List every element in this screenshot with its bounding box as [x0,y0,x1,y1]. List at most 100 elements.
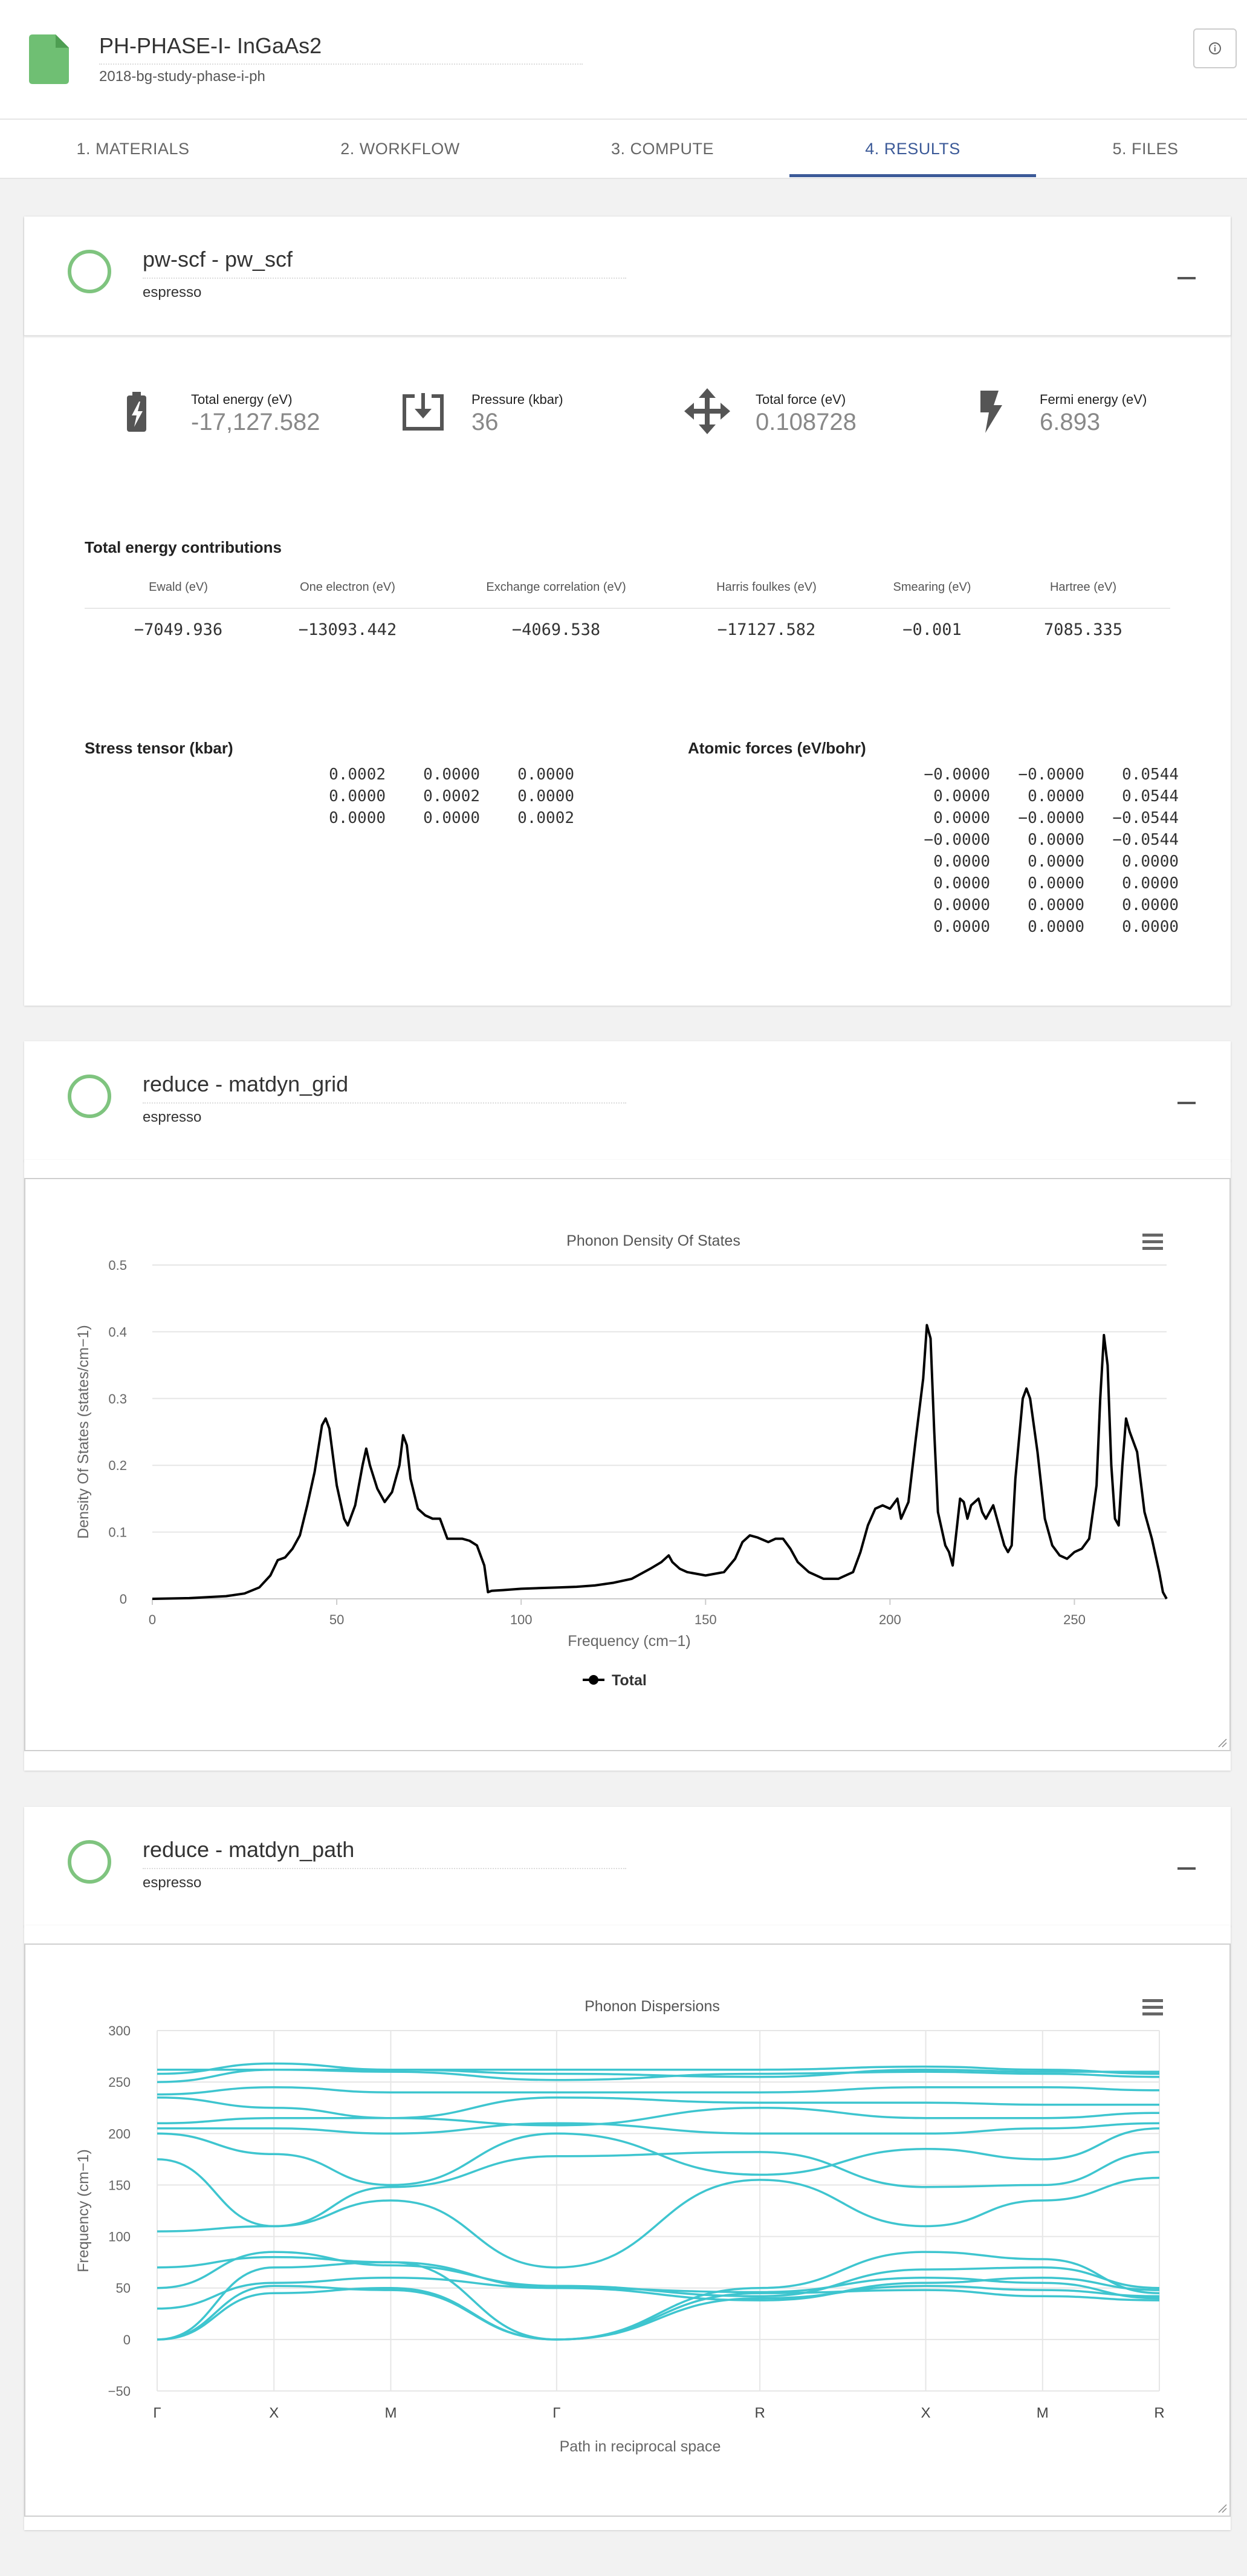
active-tab-indicator [789,174,1036,177]
matrix-cell: 0.0000 [933,896,990,914]
dos-chart: 0 0.1 0.2 0.3 0.4 0.5 0 50 100 150 200 250 Phonon De… [75,1232,1168,1689]
x-tick-label: Γ [552,2405,560,2421]
stat-label: Fermi energy (eV) [1040,392,1147,407]
x-axis-label: Frequency (cm−1) [568,1633,691,1650]
tab-compute[interactable]: 3. COMPUTE [611,139,714,158]
chart-menu-icon[interactable] [1142,1999,1163,2016]
table-cell: −4069.538 [511,620,601,639]
matrix-cell: −0.0000 [924,766,990,784]
atomic-forces-title: Atomic forces (eV/bohr) [688,739,866,757]
x-tick-label: M [384,2405,397,2421]
status-ring-icon [68,1840,111,1884]
table-header: One electron (eV) [300,581,395,594]
status-ring-icon [68,250,111,293]
legend-label-total: Total [612,1672,647,1689]
chart-menu-icon[interactable] [1142,1234,1163,1251]
y-axis-label: Density Of States (states/cm−1) [75,1325,92,1539]
matrix-cell: 0.0000 [1028,874,1084,893]
info-button[interactable] [1193,28,1237,68]
chart-title: Phonon Dispersions [585,1998,720,2015]
dispersion-branch-3 [157,2251,1160,2341]
matrix-cell: 0.0000 [517,766,574,784]
y-tick-label: 0.3 [108,1391,127,1407]
y-tick-label: 0 [123,2332,131,2347]
dispersion-branch-9 [157,2127,1160,2187]
dispersion-branch-16 [157,2068,1159,2078]
job-title[interactable]: PH-PHASE-I- InGaAs2 [99,33,322,58]
matrix-cell: 0.0000 [1122,918,1179,936]
y-tick-label: 0.5 [108,1258,127,1273]
matrix-cell: −0.0000 [1018,809,1084,827]
x-tick-label: R [754,2405,765,2421]
matrix-cell: 0.0000 [329,787,386,805]
dispersion-branch-12 [157,2096,1159,2119]
y-tick-label: 0.2 [108,1458,127,1473]
resize-handle-icon[interactable] [1217,1738,1227,1748]
series-line-total [152,1324,1168,1600]
tab-bar: 1. MATERIALS 2. WORKFLOW 3. COMPUTE 4. R… [0,120,1247,179]
dispersion-chart: −50 0 50 100 150 200 250 300 Γ X M Γ R X M R Phonon Disp… [75,1998,1165,2455]
dispersion-branch-13 [157,2086,1160,2096]
dispersion-branch-2 [157,2285,1160,2341]
x-axis-label: Path in reciprocal space [560,2438,721,2455]
table-header: Ewald (eV) [149,581,208,594]
matrix-cell: 0.0002 [517,809,574,827]
stat-total-force: Total force (eV) 0.108728 [683,387,949,447]
collapse-icon[interactable] [1177,1102,1196,1104]
energy-contributions-title: Total energy contributions [85,538,282,556]
unit-card-pw-scf [24,216,1231,1006]
x-tick-label: 100 [510,1612,533,1627]
y-tick-label: 250 [108,2075,131,2090]
matrix-cell: 0.0000 [423,809,480,827]
matrix-cell: 0.0000 [1028,896,1084,914]
stat-label: Total energy (eV) [191,392,293,407]
matrix-cell: −0.0000 [924,831,990,849]
matrix-cell: 0.0000 [1028,853,1084,871]
battery-charging-icon [127,392,146,432]
stat-value: 36 [471,409,499,435]
stat-pressure: Pressure (kbar) 36 [399,387,665,447]
y-tick-label: 50 [116,2281,131,2296]
x-tick-label: 50 [329,1612,344,1627]
collapse-icon[interactable] [1177,1867,1196,1870]
y-tick-label: 150 [108,2178,131,2193]
resize-handle-icon[interactable] [1217,2503,1227,2513]
matrix-cell: 0.0000 [933,874,990,893]
table-cell: −7049.936 [134,620,223,639]
unit-header-matdyn-path[interactable]: reduce - matdyn_path espresso [24,1807,1231,1927]
matrix-cell: 0.0000 [1028,831,1084,849]
legend-marker [589,1675,598,1685]
info-circle-icon [1209,42,1221,54]
tab-results[interactable]: 4. RESULTS [865,139,960,158]
tab-workflow[interactable]: 2. WORKFLOW [340,139,460,158]
y-tick-label: 300 [108,2023,131,2038]
dispersion-branch-11 [157,2106,1160,2127]
y-tick-label: 0 [120,1592,127,1607]
unit-title: pw-scf - pw_scf [143,247,293,272]
y-tick-label: 200 [108,2126,131,2141]
stat-value: 0.108728 [756,409,857,435]
unit-header-matdyn-grid[interactable]: reduce - matdyn_grid espresso [24,1041,1231,1161]
table-header: Exchange correlation (eV) [486,581,626,594]
unit-header-pw-scf[interactable]: pw-scf - pw_scf espresso [24,216,1231,336]
title-underline [99,63,583,65]
matrix-cell: 0.0000 [517,787,574,805]
matrix-cell: 0.0000 [1028,918,1084,936]
dos-chart-card: 0 0.1 0.2 0.3 0.4 0.5 0 50 100 150 200 250 Phonon De… [24,1178,1231,1751]
x-tick-label: X [269,2405,279,2421]
collapse-icon[interactable] [1177,277,1196,279]
y-axis-label: Frequency (cm−1) [75,2149,92,2272]
tab-materials[interactable]: 1. MATERIALS [76,139,190,158]
stat-value: -17,127.582 [191,409,320,435]
stat-fermi-energy: Fermi energy (eV) 6.893 [967,387,1233,447]
x-tick-label: 150 [695,1612,717,1627]
matrix-cell: 0.0000 [1122,874,1179,893]
dispersion-branch-1 [157,2286,1160,2341]
table-header: Harris foulkes (eV) [716,581,817,594]
x-tick-label: 0 [149,1612,156,1627]
unit-title-underline [143,278,626,279]
table-cell: 7085.335 [1043,620,1123,639]
tab-files[interactable]: 5. FILES [1112,139,1179,158]
matrix-cell: −0.0544 [1112,831,1179,849]
chart-title: Phonon Density Of States [566,1232,740,1249]
